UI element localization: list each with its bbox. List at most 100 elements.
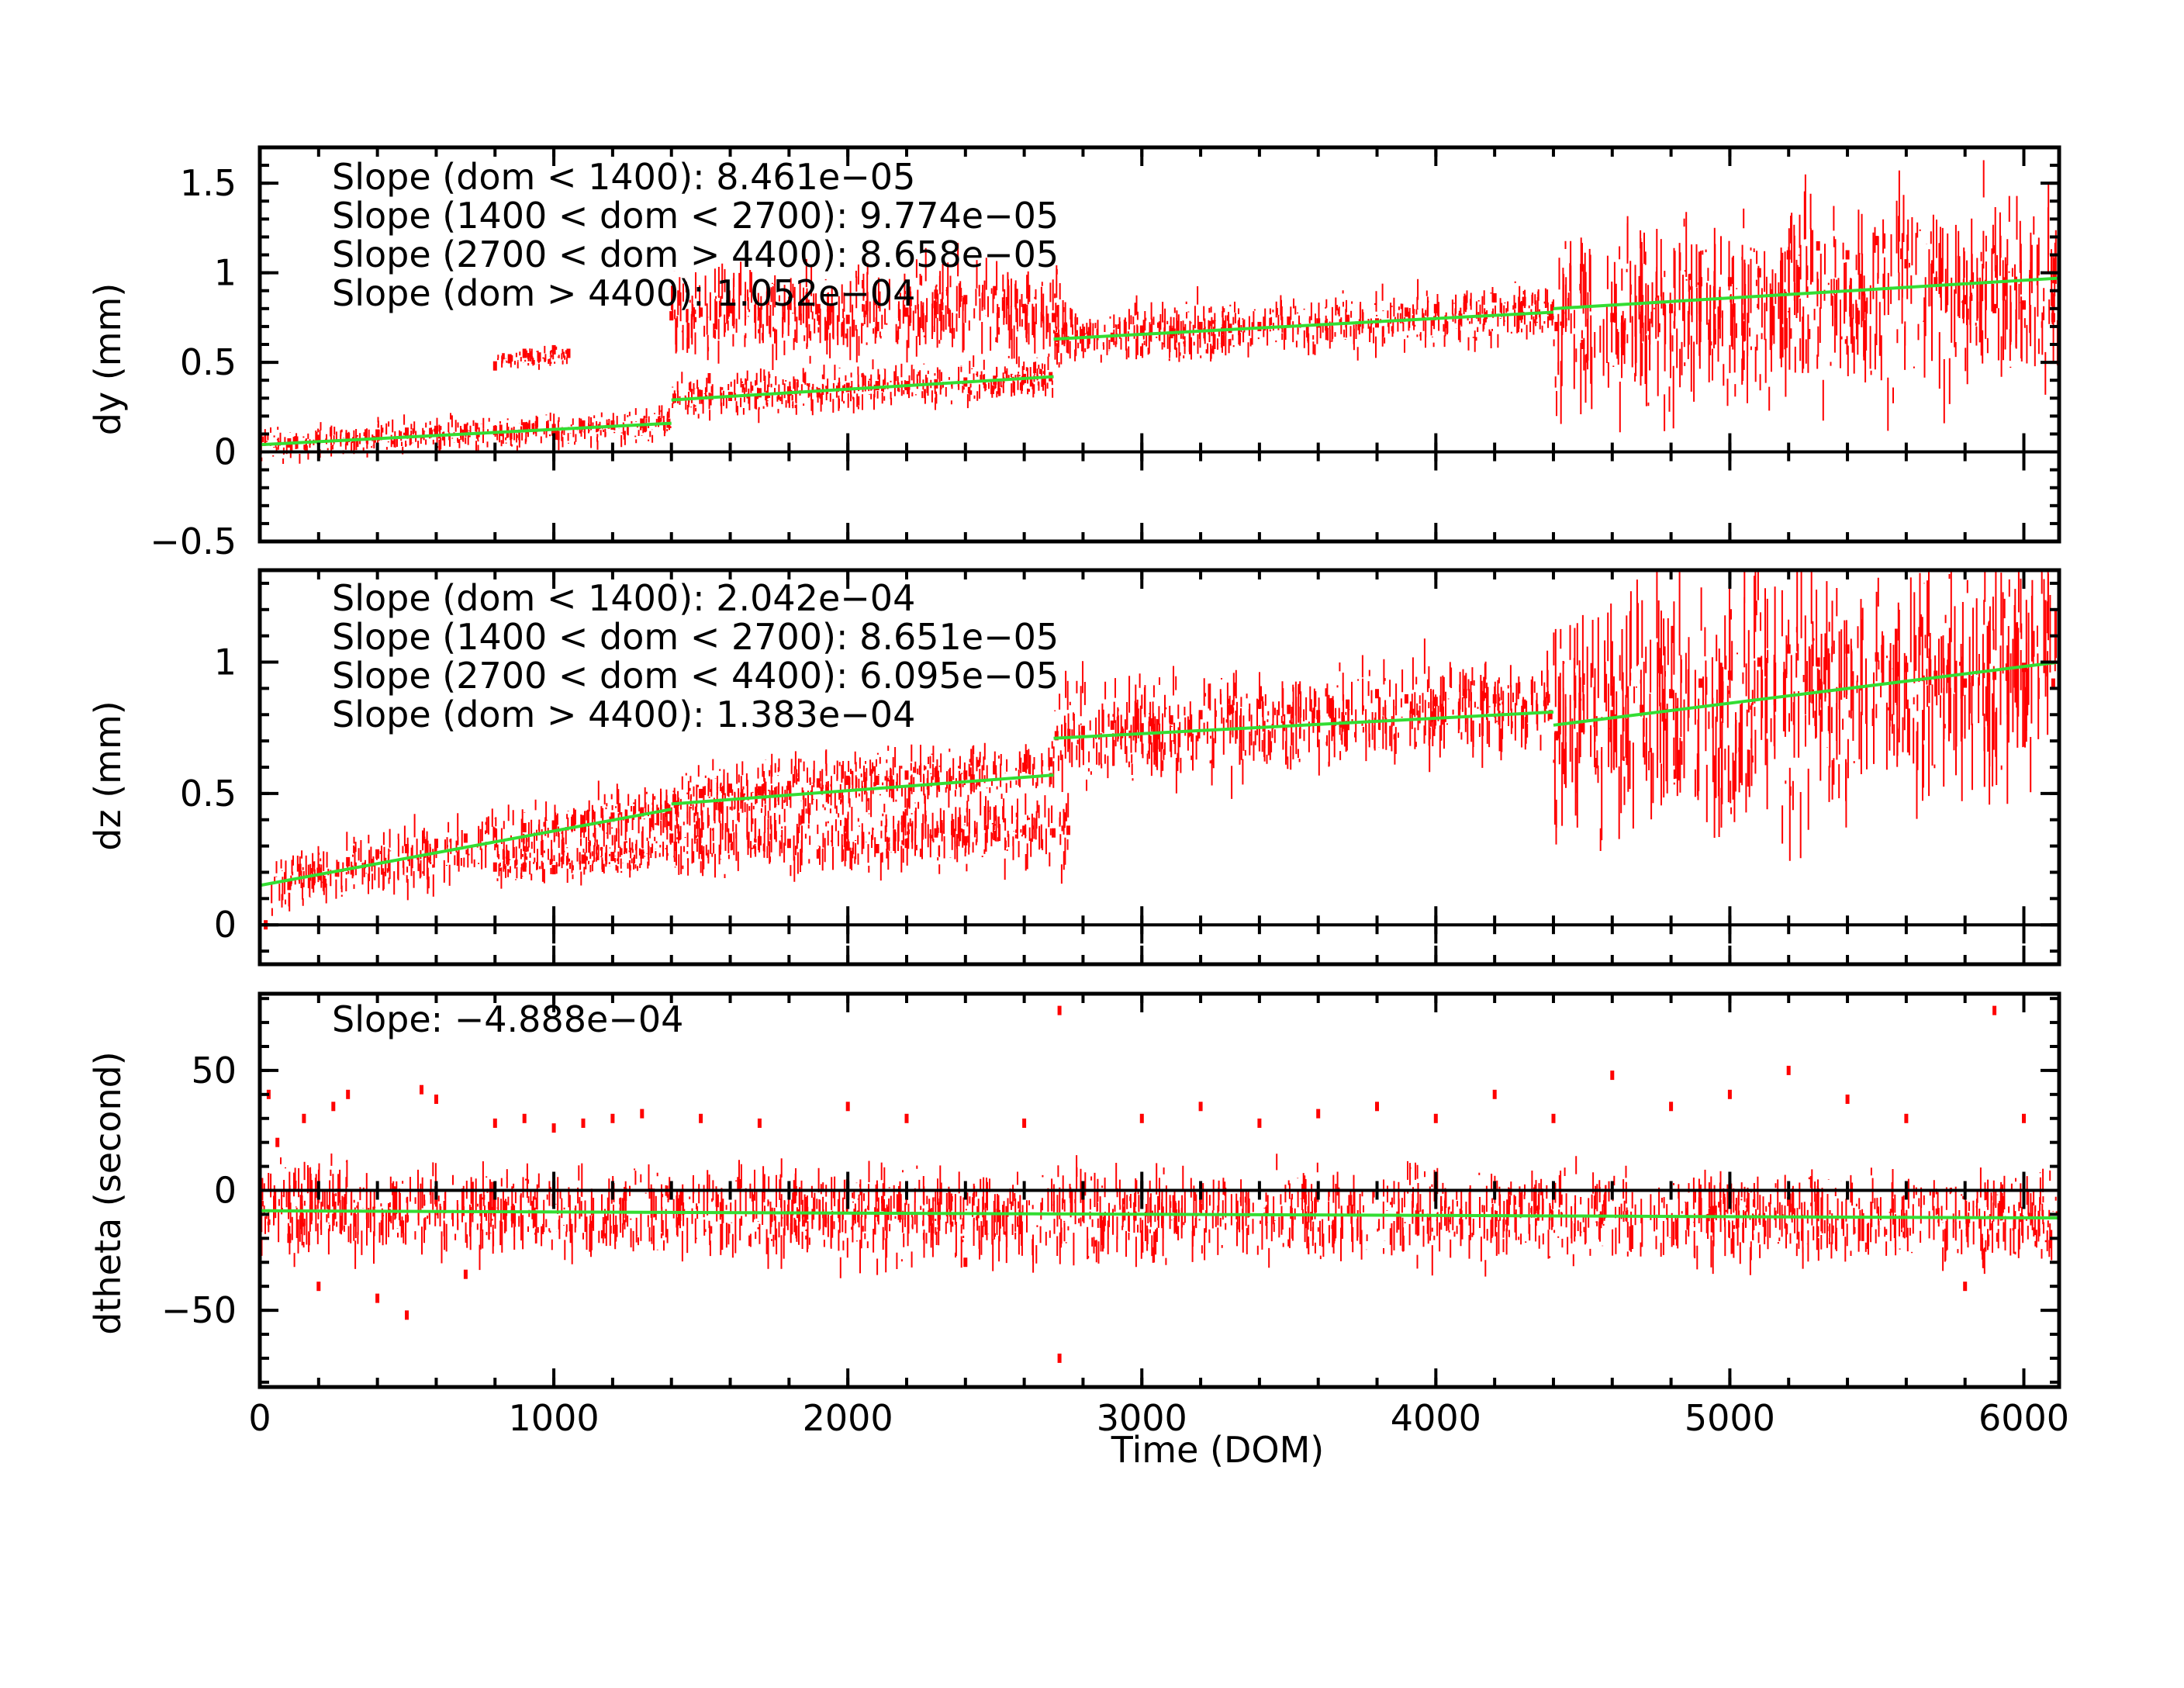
data-point — [1904, 259, 1909, 269]
data-point — [434, 425, 438, 435]
data-band — [271, 780, 672, 916]
data-point — [522, 862, 527, 872]
fit-line — [1053, 310, 1554, 341]
panel-dz: 00.51 dz (mm) Slope (dom < 1400): 2.042e… — [87, 568, 2061, 967]
data-point — [963, 1257, 968, 1268]
data-point — [640, 849, 644, 859]
data-point — [1433, 1113, 1438, 1123]
data-point — [1022, 303, 1027, 313]
y-axis-label: dy (mm) — [87, 283, 129, 436]
fit-lines — [259, 1209, 2060, 1220]
data-point — [1522, 699, 1526, 709]
data-point — [1198, 710, 1203, 720]
data-point — [1257, 1118, 1262, 1128]
data-point — [1992, 303, 1997, 313]
data-point — [1669, 689, 1674, 699]
data-point — [934, 828, 938, 838]
data-point — [1257, 699, 1262, 709]
axes: 00.51 — [180, 568, 2061, 967]
data-point — [331, 1102, 336, 1112]
data-point — [934, 767, 938, 777]
data-point — [1610, 313, 1615, 323]
data-point — [610, 852, 615, 862]
data-point — [699, 828, 703, 838]
data-point — [1022, 763, 1027, 772]
data-point — [1198, 321, 1203, 331]
data-point — [845, 775, 850, 785]
data-point — [1933, 670, 1938, 680]
x-tick-label: 3000 — [1097, 1397, 1187, 1439]
data-point — [522, 348, 527, 358]
data-point — [1022, 825, 1027, 835]
fit-lines — [259, 660, 2060, 887]
data-point — [405, 1310, 409, 1320]
annotation-line: Slope (dom > 4400): 1.052e−04 — [332, 272, 915, 314]
data-point — [904, 839, 909, 849]
data-point — [904, 1113, 909, 1123]
data-point — [1554, 321, 1559, 331]
data-point — [699, 389, 703, 400]
data-point — [1404, 694, 1408, 704]
axes: −0.5 0 0.5 1 1.5 — [150, 145, 2061, 562]
slope-annotations: Slope (dom < 1400): 8.461e−05 Slope (140… — [332, 156, 1059, 314]
data-point — [1757, 657, 1761, 667]
data-point — [463, 833, 468, 843]
data-point — [1054, 731, 1059, 741]
data-point — [845, 1102, 850, 1112]
data-point — [1816, 241, 1820, 251]
data-point — [1581, 340, 1585, 349]
data-point — [1698, 277, 1702, 287]
data-point — [287, 880, 292, 891]
data-point — [405, 844, 409, 853]
x-tick-label: 2000 — [803, 1397, 893, 1439]
data-point — [581, 854, 586, 864]
data-point — [640, 807, 644, 817]
data-point — [1110, 720, 1114, 730]
data-point — [1080, 725, 1085, 735]
y-tick-label: 1 — [214, 252, 237, 294]
panel-dy: −0.5 0 0.5 1 1.5 dy (mm) Slope (dom < 1400):… — [87, 145, 2061, 562]
data-point — [1139, 1113, 1144, 1123]
y-tick-label: 0 — [214, 1170, 237, 1212]
data-point — [1022, 1118, 1027, 1128]
y-tick-label: 50 — [191, 1050, 237, 1091]
data-point — [757, 307, 762, 317]
data-point — [1463, 300, 1467, 310]
data-point — [1522, 296, 1526, 306]
data-point — [728, 833, 732, 843]
x-tick-label: 6000 — [1978, 1397, 2069, 1439]
data-point — [1875, 236, 1879, 246]
data-point — [757, 835, 762, 846]
data-point — [1287, 704, 1291, 714]
fit-lines — [259, 276, 2060, 447]
y-tick-label: −50 — [161, 1289, 237, 1331]
y-axis-label: dtheta (second) — [87, 1051, 129, 1334]
data-point — [934, 289, 938, 299]
x-tick-label: 1000 — [509, 1397, 600, 1439]
data-point — [566, 348, 571, 358]
data-point — [581, 815, 586, 825]
data-point — [375, 849, 380, 859]
annotation-line: Slope (dom < 1400): 2.042e−04 — [332, 577, 915, 619]
data-point — [522, 1113, 527, 1123]
data-point — [845, 314, 850, 324]
x-axis-label: Time (DOM) — [1111, 1429, 1324, 1471]
data-point — [845, 382, 850, 393]
data-point — [963, 295, 968, 305]
y-tick-label: 0.5 — [180, 341, 237, 383]
data-point — [1554, 731, 1559, 741]
data-point — [757, 388, 762, 398]
fit-line — [671, 375, 1054, 402]
data-point — [1610, 1071, 1615, 1081]
data-point — [551, 1123, 556, 1133]
data-point — [1346, 699, 1350, 709]
annotation-line: Slope (1400 < dom < 2700): 9.774e−05 — [332, 195, 1059, 237]
data-point — [786, 386, 791, 396]
data-point — [316, 1282, 321, 1292]
data-point — [1169, 715, 1173, 725]
data-point — [1640, 704, 1644, 714]
data-point — [672, 794, 676, 804]
data-point — [1080, 329, 1085, 339]
